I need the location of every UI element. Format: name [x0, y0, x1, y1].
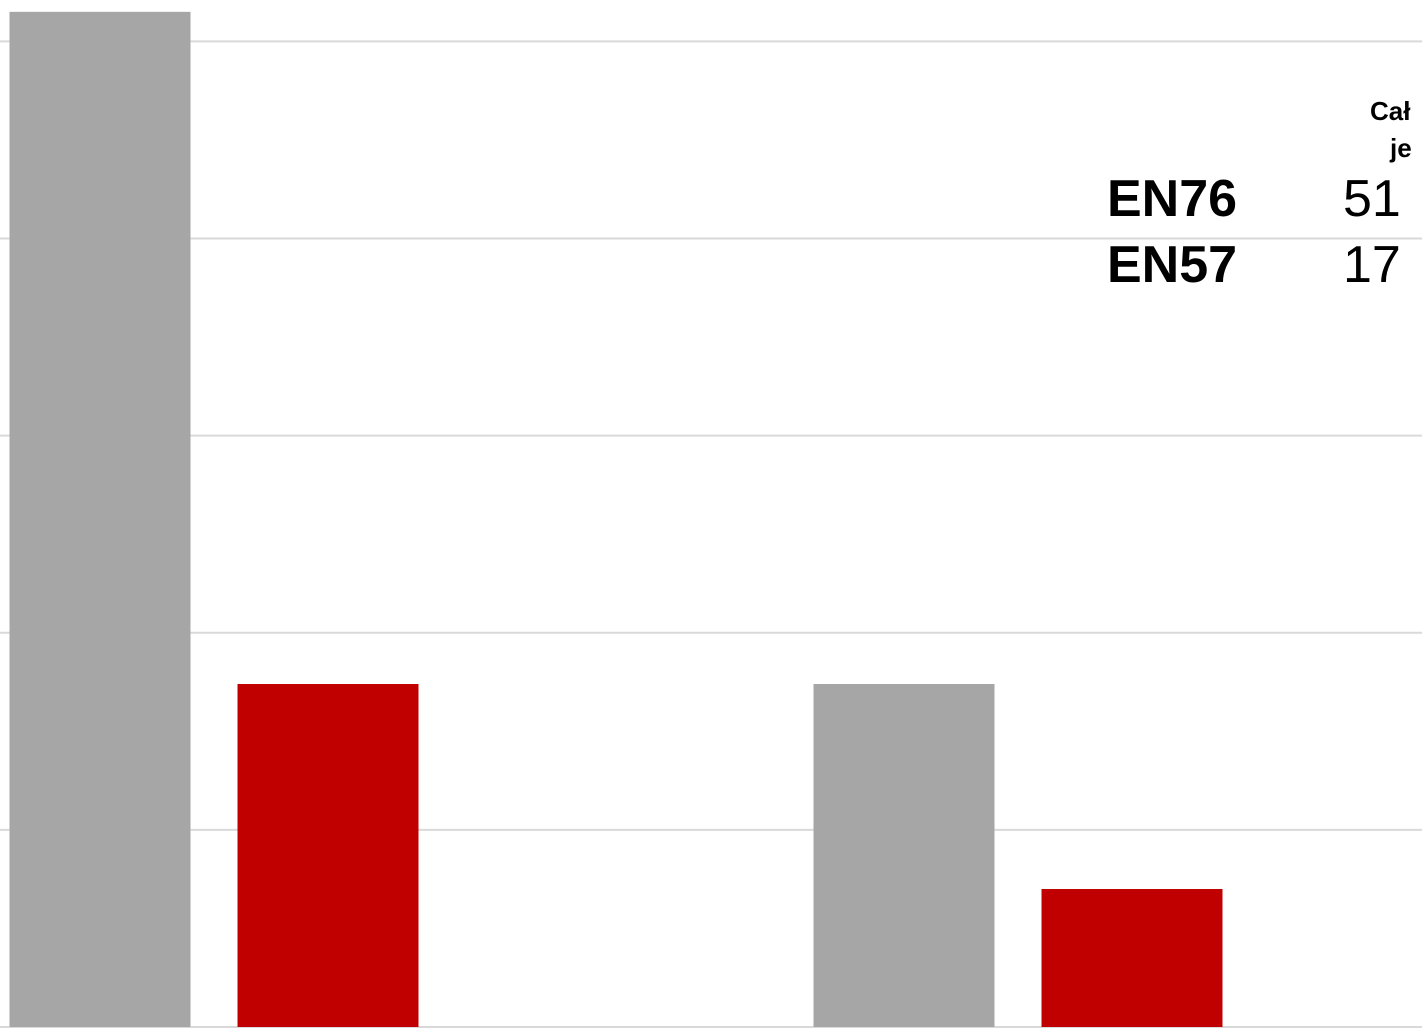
table-header: je [1389, 133, 1412, 163]
table-header: Cał [1370, 96, 1411, 126]
row-name: EN57 [1107, 236, 1237, 294]
row-value: 51 [1343, 170, 1401, 228]
bar [813, 684, 995, 1027]
row-value: 17 [1343, 236, 1401, 294]
bar [9, 11, 191, 1027]
bar [237, 684, 419, 1027]
table: Cał je EN76 51 EN57 17 [1107, 96, 1412, 294]
bar [1041, 889, 1223, 1027]
row-name: EN76 [1107, 170, 1237, 228]
